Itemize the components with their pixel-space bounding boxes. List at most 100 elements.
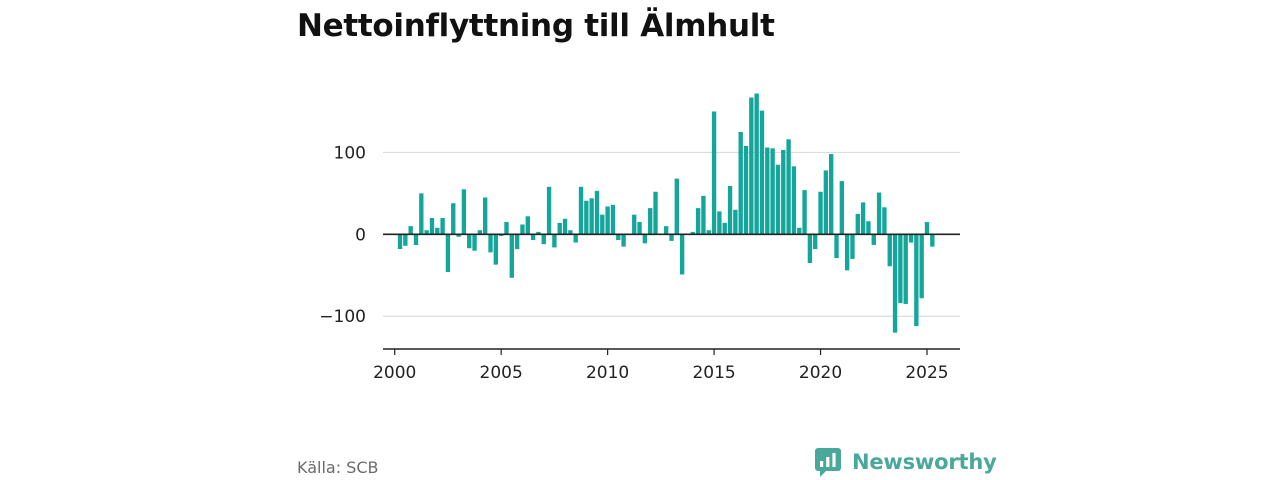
data-bar: [525, 216, 530, 235]
y-tick-label: 0: [355, 225, 366, 245]
data-bar: [461, 189, 467, 235]
data-bar: [855, 213, 860, 235]
newsworthy-chart-icon: [815, 448, 841, 477]
data-bar: [600, 214, 605, 235]
data-bar: [552, 234, 557, 248]
newsworthy-logo[interactable]: Newsworthy: [815, 446, 997, 478]
data-bar: [488, 234, 493, 253]
data-bar: [695, 208, 701, 235]
data-bar: [504, 222, 509, 235]
data-bar: [536, 231, 541, 235]
data-bar: [930, 234, 935, 247]
x-tick-label: 2025: [905, 363, 948, 383]
data-bar: [850, 234, 855, 259]
data-bar: [397, 234, 403, 250]
data-bar: [791, 166, 797, 235]
data-bar: [903, 234, 908, 304]
data-bar: [887, 234, 892, 267]
data-bar: [679, 234, 685, 275]
x-tick-label: 2000: [373, 363, 416, 383]
data-bar: [637, 222, 642, 235]
data-bar: [765, 147, 770, 235]
data-bar: [818, 191, 823, 235]
data-bar: [892, 234, 898, 333]
data-bar: [514, 234, 520, 250]
data-bar: [871, 234, 876, 245]
data-bar: [733, 209, 738, 235]
data-bar: [493, 234, 499, 265]
bars: [397, 93, 935, 333]
data-bar: [749, 97, 754, 235]
data-bar: [701, 195, 706, 235]
data-bar: [690, 231, 695, 235]
data-bar: [451, 203, 456, 235]
data-bar: [557, 222, 562, 235]
chart-title: Nettoinflyttning till Älmhult: [297, 8, 775, 44]
data-bar: [573, 234, 578, 243]
data-bar: [589, 198, 594, 235]
data-bar: [844, 234, 850, 271]
x-tick-label: 2005: [480, 363, 523, 383]
data-bar: [653, 191, 658, 235]
data-bar: [770, 148, 775, 235]
source-note: Källa: SCB: [297, 458, 379, 477]
data-bar: [919, 234, 924, 299]
data-bar: [648, 208, 653, 235]
data-bar: [483, 197, 488, 235]
brand-name: Newsworthy: [852, 450, 997, 474]
data-bar: [610, 204, 616, 235]
data-bar: [541, 234, 546, 245]
data-bar: [456, 234, 461, 237]
data-bar: [839, 181, 845, 235]
data-bar: [876, 192, 882, 235]
y-tick-label: 100: [334, 143, 366, 163]
data-bar: [797, 227, 802, 235]
data-bar: [754, 93, 759, 235]
data-bar: [605, 206, 610, 235]
data-bar: [419, 193, 424, 235]
data-bar: [711, 111, 717, 235]
data-bar: [759, 110, 765, 235]
data-bar: [914, 234, 919, 327]
data-bar: [632, 214, 637, 235]
data-bar: [706, 230, 711, 235]
data-bar: [802, 190, 807, 235]
data-bar: [738, 131, 743, 235]
data-bar: [546, 186, 552, 235]
data-bar: [807, 234, 813, 263]
data-bar: [562, 218, 568, 235]
data-bar: [823, 170, 829, 235]
data-bar: [786, 139, 791, 235]
data-bar: [520, 224, 525, 235]
data-bar: [403, 234, 408, 246]
data-bar: [578, 186, 584, 235]
axes: −100 0 100 2000 2005 2010 2015 2020 2025: [319, 143, 960, 383]
data-bar: [429, 217, 435, 235]
data-bar: [669, 234, 674, 241]
x-tick-label: 2010: [586, 363, 629, 383]
data-bar: [621, 234, 626, 247]
data-bar: [568, 230, 573, 235]
data-bar: [435, 227, 440, 235]
y-tick-label: −100: [319, 307, 366, 327]
data-bar: [775, 164, 781, 235]
data-bar: [743, 145, 749, 235]
data-bar: [498, 234, 504, 236]
data-bar: [898, 234, 903, 304]
data-bar: [727, 186, 733, 235]
data-bar: [813, 234, 818, 250]
data-bar: [424, 230, 429, 235]
data-bar: [445, 234, 451, 273]
data-bar: [616, 234, 621, 241]
data-bar: [477, 230, 483, 235]
data-bar: [472, 234, 477, 251]
data-bar: [829, 154, 834, 235]
data-bar: [717, 211, 722, 235]
data-bar: [882, 207, 887, 235]
data-bar: [866, 221, 871, 235]
data-bar: [642, 234, 648, 244]
x-tick-label: 2020: [799, 363, 842, 383]
data-bar: [908, 234, 914, 243]
x-tick-label: 2015: [692, 363, 735, 383]
